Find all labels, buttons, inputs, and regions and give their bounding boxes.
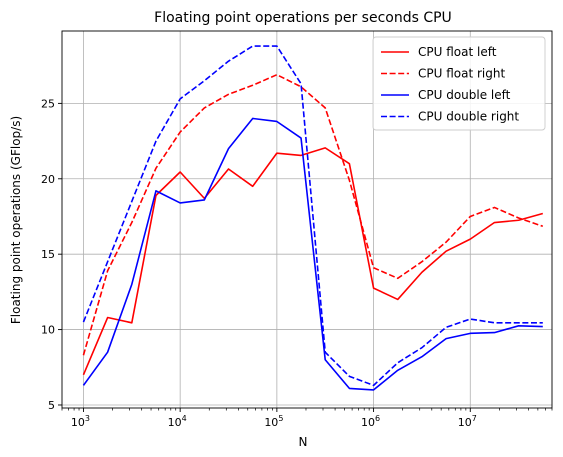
legend: CPU float left CPU float right CPU double … [372, 36, 546, 131]
y-tick-label: 25 [41, 97, 55, 110]
series-layer [82, 45, 544, 391]
x-tick-label: 106 [361, 414, 380, 429]
legend-label: CPU float right [418, 67, 505, 81]
x-tick-label: 105 [264, 414, 283, 429]
x-tick-label: 104 [168, 414, 187, 429]
x-tick-label: 107 [458, 414, 477, 429]
series-line-cpu-double-right [82, 45, 543, 387]
y-tick-label: 5 [48, 399, 55, 412]
series-line-cpu-float-left [82, 147, 544, 376]
x-axis-label: N [299, 435, 308, 449]
plot-frame [61, 30, 553, 409]
chart-title: Floating point operations per seconds CP… [154, 10, 452, 26]
series-line-cpu-double-left [82, 117, 543, 391]
y-tick-label: 15 [41, 248, 55, 261]
y-axis-label: Floating point operations (GFlop/s) [9, 116, 23, 324]
legend-box [372, 36, 546, 131]
series-line-cpu-float-right [82, 73, 544, 356]
x-tick-label: 103 [71, 414, 90, 429]
legend-label: CPU float left [418, 45, 497, 59]
legend-label: CPU double right [418, 110, 519, 124]
y-tick-label: 20 [41, 173, 55, 186]
legend-label: CPU double left [418, 88, 511, 102]
y-tick-label: 10 [41, 324, 55, 337]
axes: 103 104 105 106 107 5 10 15 20 25 [41, 30, 553, 429]
